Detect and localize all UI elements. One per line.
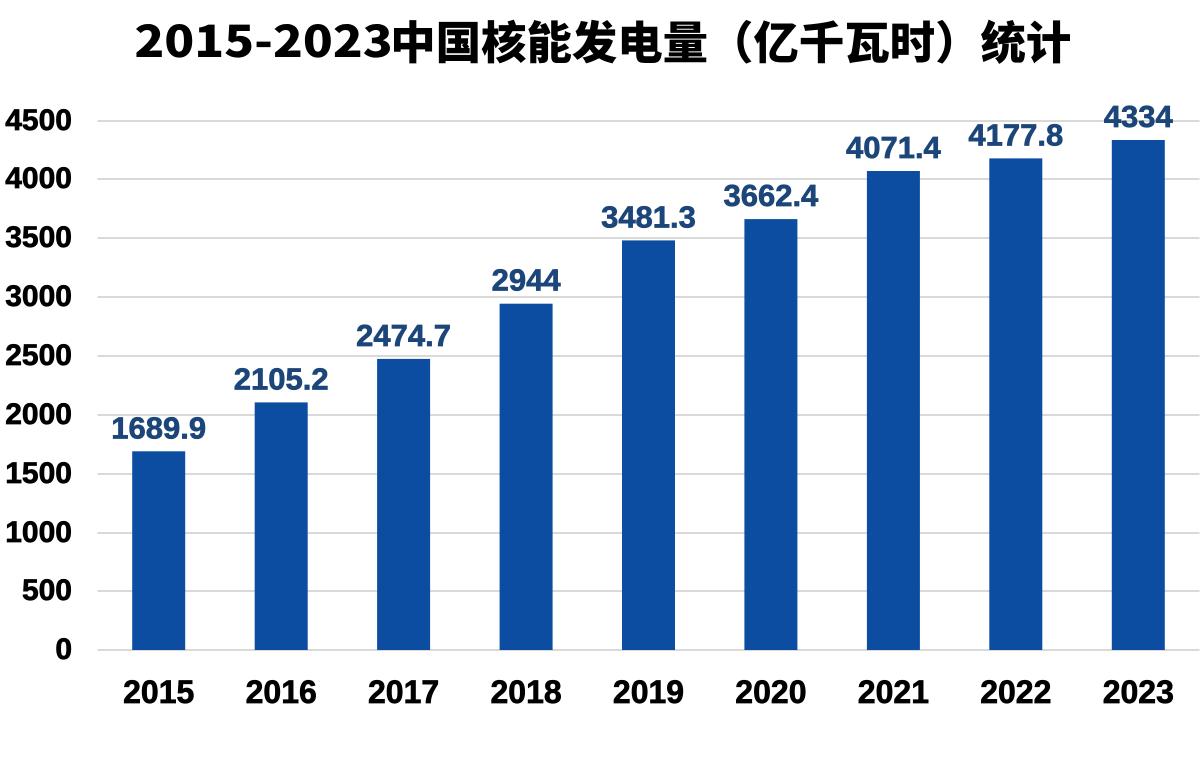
- svg-text:2016: 2016: [246, 674, 317, 710]
- svg-text:0: 0: [55, 633, 72, 666]
- svg-text:2020: 2020: [735, 674, 806, 710]
- svg-text:4177.8: 4177.8: [968, 117, 1063, 152]
- svg-text:2017: 2017: [368, 674, 439, 710]
- svg-text:4000: 4000: [5, 162, 72, 195]
- svg-text:1500: 1500: [5, 457, 72, 490]
- svg-text:3500: 3500: [5, 221, 72, 254]
- svg-text:500: 500: [22, 574, 72, 607]
- svg-text:2105.2: 2105.2: [234, 361, 329, 396]
- svg-text:2474.7: 2474.7: [356, 318, 451, 353]
- svg-text:1689.9: 1689.9: [111, 410, 206, 445]
- svg-text:4071.4: 4071.4: [846, 130, 942, 165]
- svg-text:4500: 4500: [5, 104, 72, 137]
- svg-text:2023: 2023: [1103, 674, 1174, 710]
- svg-text:2015: 2015: [123, 674, 194, 710]
- svg-text:3662.4: 3662.4: [723, 178, 819, 213]
- svg-text:4334: 4334: [1104, 99, 1174, 134]
- svg-text:3000: 3000: [5, 280, 72, 313]
- svg-text:2022: 2022: [980, 674, 1051, 710]
- svg-text:1000: 1000: [5, 516, 72, 549]
- svg-text:2019: 2019: [613, 674, 684, 710]
- svg-text:2018: 2018: [491, 674, 562, 710]
- svg-text:3481.3: 3481.3: [601, 199, 696, 234]
- svg-text:2021: 2021: [858, 674, 929, 710]
- svg-text:2944: 2944: [492, 263, 562, 298]
- svg-text:2000: 2000: [5, 398, 72, 431]
- svg-text:2500: 2500: [5, 339, 72, 372]
